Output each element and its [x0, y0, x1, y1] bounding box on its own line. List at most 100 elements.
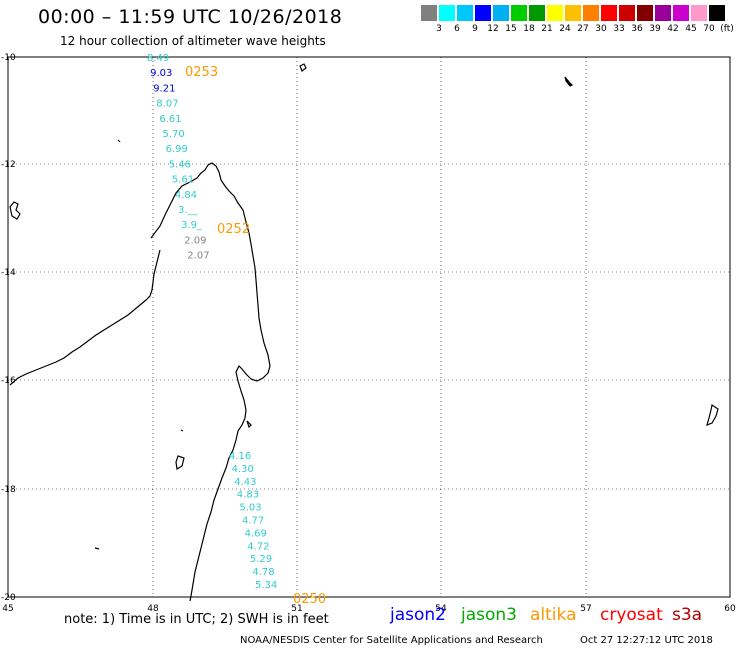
colorbar-label: 45 [685, 24, 697, 34]
wave-height-reading: 5.03 [239, 503, 261, 514]
map-grid [7, 56, 731, 598]
wave-height-reading: 4.84 [175, 190, 197, 201]
wave-height-reading: 5.29 [250, 554, 272, 565]
wave-height-reading: 5.70 [163, 129, 185, 140]
island-small [94, 547, 100, 550]
colorbar-label: 6 [454, 24, 460, 34]
colorbar-label: 15 [505, 24, 517, 34]
altimeter-track-north: 8.49 9.03 9.21 8.07 6.61 5.70 6.99 5.46 5.61 4.84… [147, 53, 210, 262]
wave-height-reading: 9.21 [153, 83, 175, 94]
colorbar-swatch [439, 5, 456, 21]
wave-height-reading: 2.09 [184, 235, 206, 246]
colorbar-swatch [565, 5, 582, 21]
coastline [9, 63, 719, 602]
colorbar-label: 39 [649, 24, 661, 34]
footnote: note: 1) Time is in UTC; 2) SWH is in fe… [64, 612, 329, 627]
colorbar-swatch [457, 5, 474, 21]
wave-height-reading: 4.43 [234, 477, 256, 488]
island-small [564, 76, 574, 87]
wave-height-reading: 6.99 [166, 144, 188, 155]
lon-tick-label: 48 [147, 604, 159, 614]
colorbar-label: 21 [541, 24, 553, 34]
lon-tick-label: 45 [2, 604, 13, 614]
colorbar-swatch [619, 5, 636, 21]
europa-island [175, 455, 185, 470]
lon-tick-label: 54 [435, 604, 447, 614]
lat-tick-label: -16 [1, 376, 16, 386]
lon-tick-label: 60 [724, 604, 736, 614]
lat-tick-label: -12 [1, 160, 16, 170]
wave-height-reading: 4.30 [232, 464, 254, 475]
satellite-legend-item: altika [530, 605, 577, 625]
colorbar-label: 9 [472, 24, 478, 34]
island-small [299, 63, 307, 72]
wave-height-reading: 8.49 [147, 53, 169, 64]
africa-coastline [9, 249, 161, 386]
wave-height-reading: 4.78 [252, 567, 274, 578]
wave-height-reading: 4.83 [237, 490, 259, 501]
mauritius-island [706, 404, 719, 427]
wave-height-reading: 3.9_ [181, 220, 203, 231]
map-subtitle: 12 hour collection of altimeter wave hei… [60, 34, 326, 48]
colorbar-swatch [601, 5, 618, 21]
colorbar-label: (ft) [720, 24, 734, 34]
lat-tick-label: -14 [1, 268, 16, 278]
map-border [7, 56, 731, 598]
colorbar-label: 18 [523, 24, 535, 34]
wave-height-reading: 4.77 [242, 516, 264, 527]
colorbar-swatch [709, 5, 726, 21]
madagascar-coastline [150, 162, 271, 602]
lon-tick-label: 51 [291, 604, 302, 614]
footer-timestamp: Oct 27 12:27:12 UTC 2018 [580, 635, 713, 646]
comoros-island [9, 201, 21, 220]
wave-height-reading: 5.46 [169, 159, 191, 170]
colorbar-label: 30 [595, 24, 607, 34]
colorbar-label: 27 [577, 24, 589, 34]
wave-height-reading: 4.16 [229, 451, 251, 462]
altimeter-track-south: 4.16 4.30 4.43 4.83 5.03 4.774.69 4.72 5.29 4.78… [229, 451, 277, 591]
colorbar-swatch [511, 5, 528, 21]
colorbar-label: 70 [703, 24, 715, 34]
colorbar-swatch [421, 5, 438, 21]
wave-height-reading: 4.69 [245, 528, 267, 539]
wave-height-reading: 3.__ [178, 205, 199, 216]
pass-time-label: 0253 [185, 65, 218, 80]
map-frame: 45 48 51 54 57 60 -10 -12 -14 -16 -18 -20 [1, 53, 736, 614]
colorbar-swatch [493, 5, 510, 21]
lat-tick-label: -20 [1, 593, 16, 603]
island-small [246, 420, 252, 429]
colorbar-label: 24 [559, 24, 571, 34]
colorbar-swatch [475, 5, 492, 21]
wave-height-reading: 6.61 [159, 114, 181, 125]
wave-height-reading: 5.61 [172, 175, 194, 186]
satellite-legend-item: s3a [672, 605, 703, 625]
lon-tick-label: 57 [580, 604, 591, 614]
colorbar-swatch [673, 5, 690, 21]
wave-height-reading: 2.07 [187, 251, 209, 262]
colorbar-label: 3 [436, 24, 442, 34]
wave-height-reading: 5.34 [255, 580, 277, 591]
island-small [117, 139, 121, 143]
colorbar-swatch [583, 5, 600, 21]
footer-org: NOAA/NESDIS Center for Satellite Applica… [240, 635, 543, 646]
colorbar-label: 36 [631, 24, 643, 34]
lat-tick-label: -18 [1, 485, 16, 495]
wave-height-reading: 9.03 [150, 68, 172, 79]
colorbar-swatch [547, 5, 564, 21]
colorbar-label: 12 [487, 24, 499, 34]
wave-height-reading: 8.07 [156, 99, 178, 110]
pass-time-label: 0252 [217, 222, 250, 237]
colorbar-swatch [637, 5, 654, 21]
lat-tick-label: -10 [1, 53, 16, 63]
colorbar-label: 42 [667, 24, 679, 34]
island-small [180, 429, 184, 432]
colorbar-swatch [655, 5, 672, 21]
colorbar-swatch [529, 5, 546, 21]
satellite-legend-item: jason2 [390, 605, 446, 625]
colorbar-swatch [691, 5, 708, 21]
wave-height-reading: 4.72 [247, 541, 269, 552]
map-title: 00:00 – 11:59 UTC 10/26/2018 [38, 6, 343, 28]
satellite-legend-item: cryosat [600, 605, 663, 625]
pass-time-label: 0250 [293, 592, 326, 607]
